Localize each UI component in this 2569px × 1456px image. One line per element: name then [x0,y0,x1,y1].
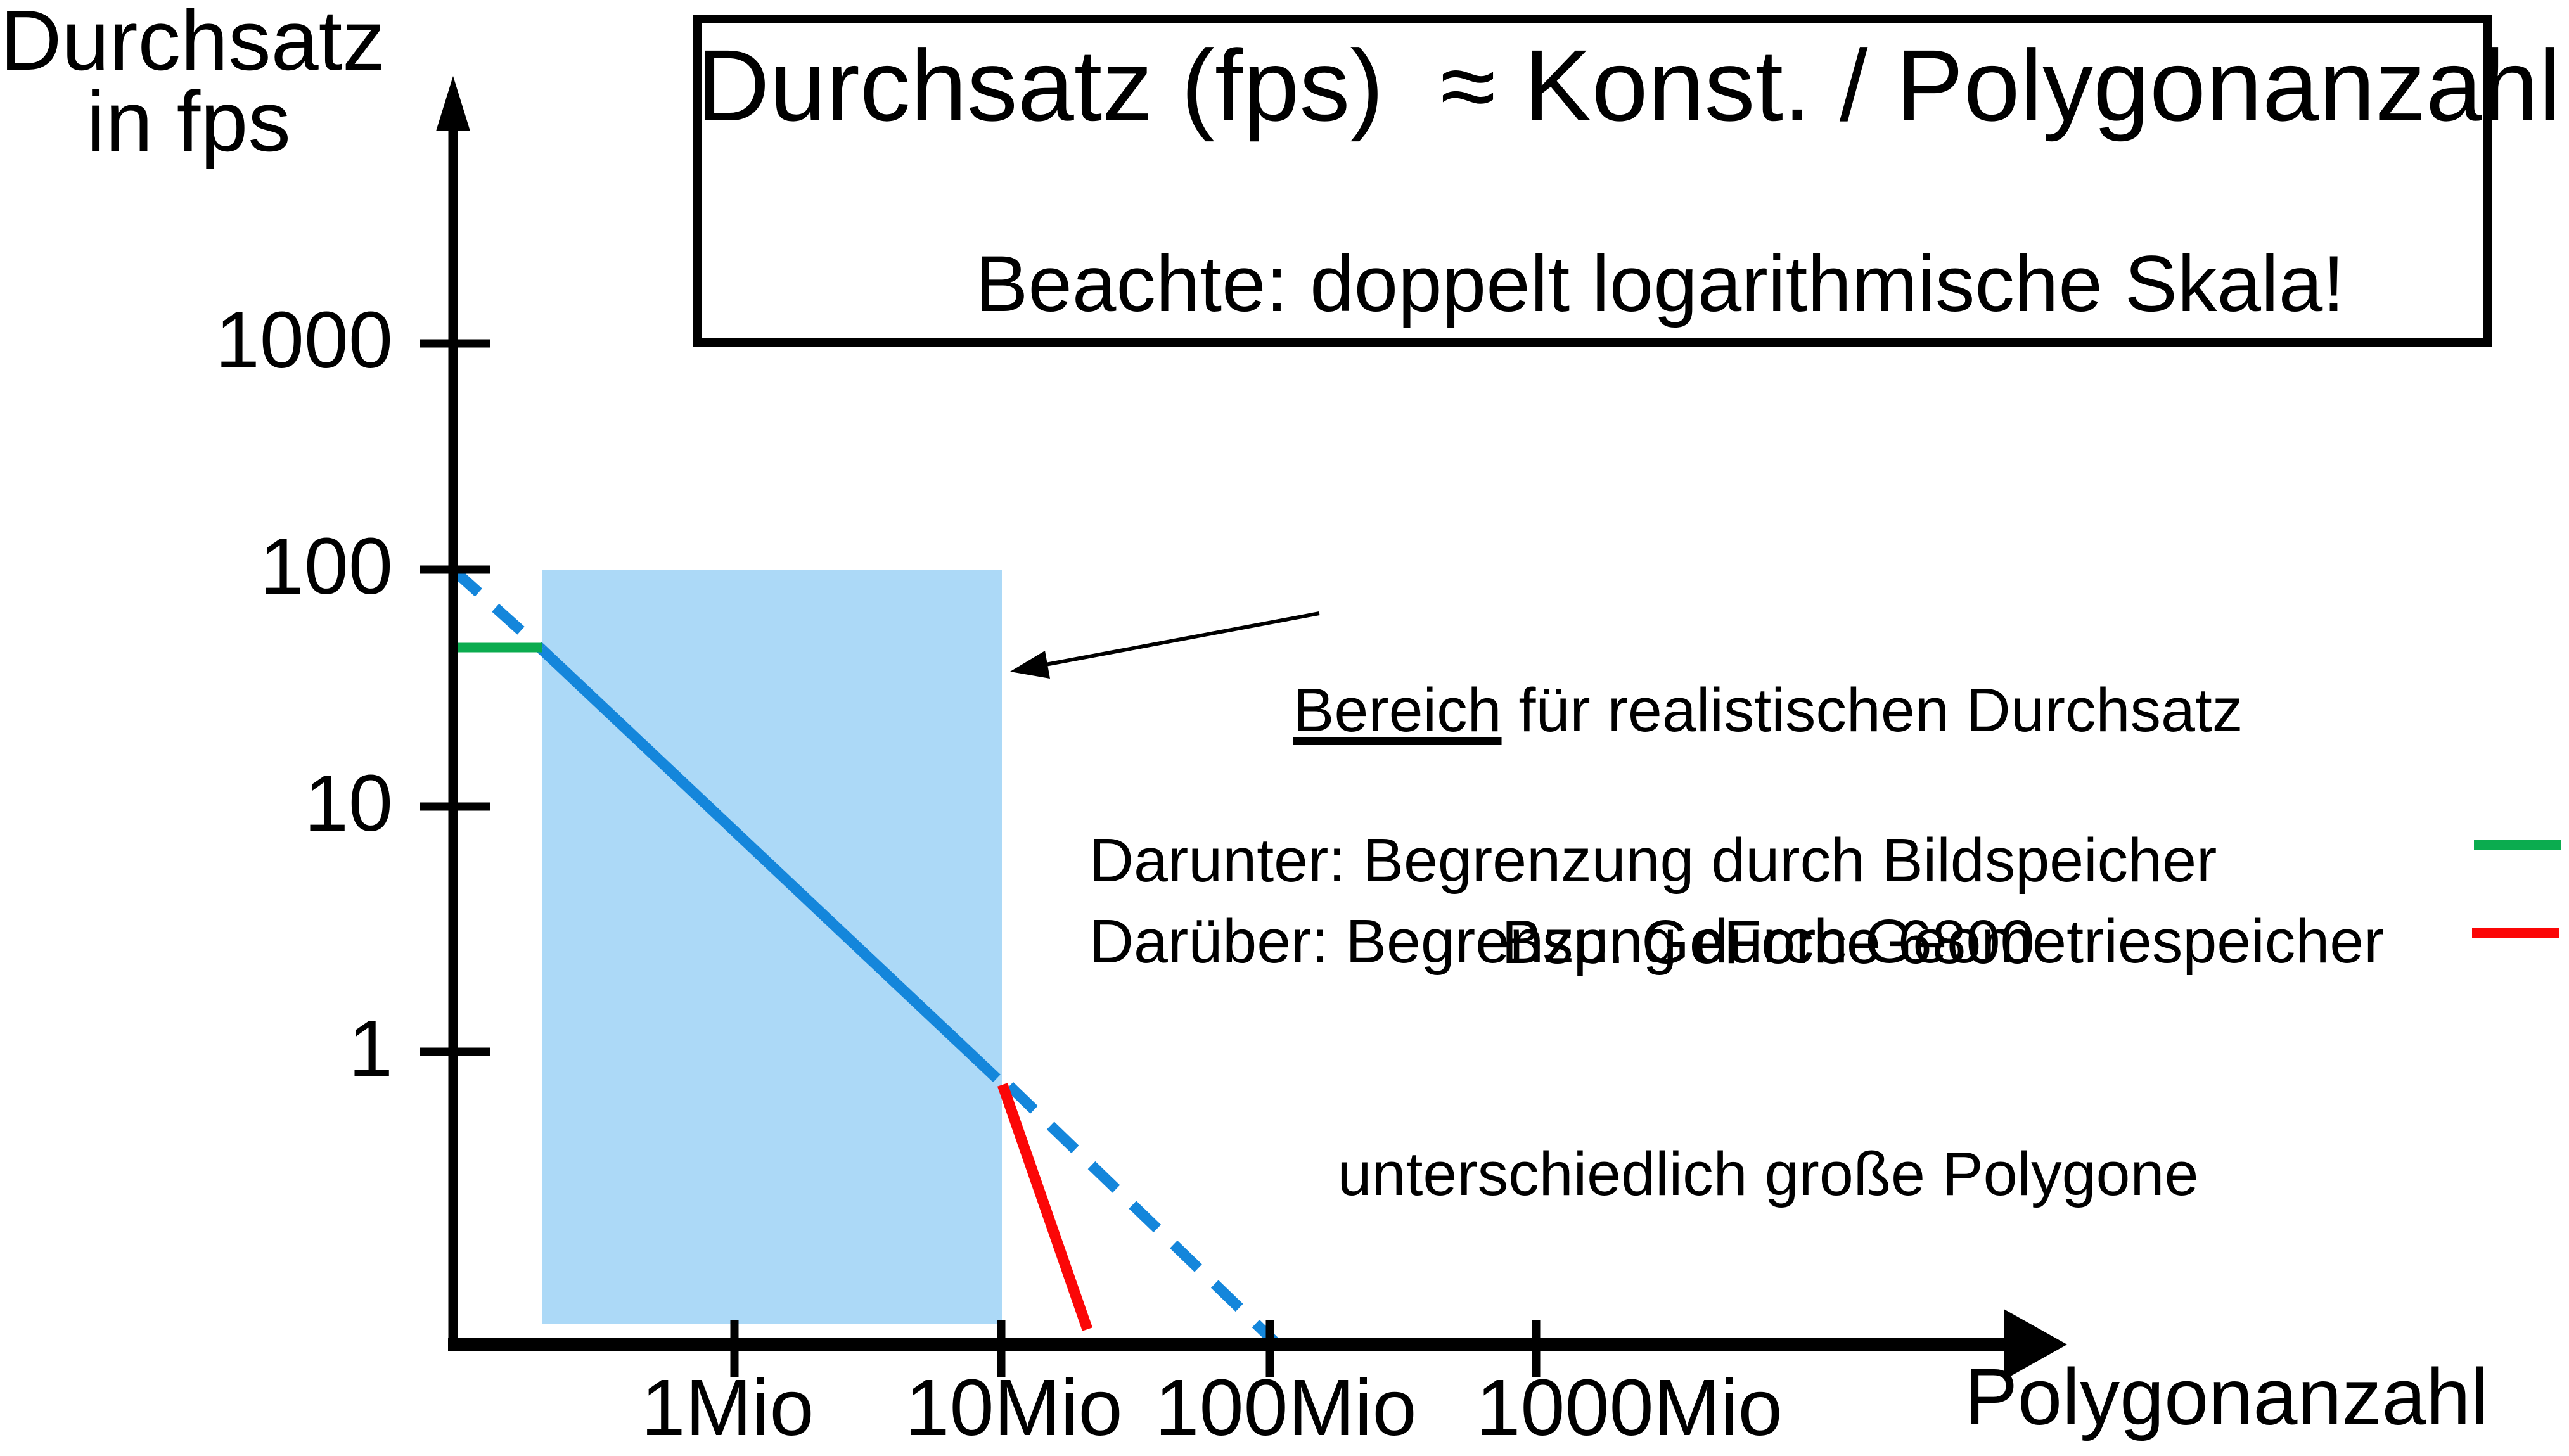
y-tick-label-10: 10 [304,758,393,848]
throughput-line-dashed-lower [1006,1082,1284,1351]
legend-swatch-red [2472,928,2559,938]
y-axis-arrowhead [436,76,470,131]
realistic-region-box [542,570,1002,1324]
formula-note: Beachte: doppelt logarithmische Skala! [975,240,2345,328]
annotation-arrow-line [1045,611,1320,667]
y-axis-title-line1: Durchsatz [0,0,385,88]
legend-label-geometry: Darüber: Begrenzung durch Geometriespeic… [1089,907,2385,976]
x-tick-label-10mio: 10Mio [905,1363,1123,1452]
x-axis-title: Polygonanzahl [1964,1352,2489,1441]
y-tick-label-1: 1 [348,1004,393,1093]
x-tick-label-1000mio: 1000Mio [1476,1363,1783,1452]
x-tick-label-100mio: 100Mio [1155,1363,1417,1452]
geometry-limit-line [997,1083,1093,1331]
x-tick-label-1mio: 1Mio [641,1363,814,1452]
annotation-arrowhead [1010,651,1050,679]
y-axis-title-line2: in fps [86,73,291,170]
legend-label-framebuffer: Darunter: Begrenzung durch Bildspeicher [1089,826,2217,895]
region-annotation: Bereich für realistischen Durchsatz Bsp.… [1286,517,2250,1367]
throughput-line-solid [538,645,1001,1083]
region-annotation-underlined-word: Bereich [1293,675,1502,744]
x-axis-arrowhead [2004,1309,2067,1380]
region-annotation-line1-rest: für realistischen Durchsatz [1501,675,2243,744]
region-annotation-line2: Bsp. GeForce 6800 [1501,907,2035,976]
y-tick-label-1000: 1000 [215,295,393,385]
y-tick-label-100: 100 [259,521,393,611]
y-axis-title: Durchsatz in fps [0,0,385,170]
region-annotation-line3: unterschiedlich große Polygone [1337,1139,2199,1208]
formula-box [693,15,2492,347]
formula-text: Durchsatz (fps) ≈ Konst. / Polygonanzahl [696,29,2561,142]
legend-swatch-green [2474,840,2561,850]
region-annotation-line1: Bereich für realistischen Durchsatz [1286,672,2250,749]
throughput-line-dashed-upper [449,565,546,654]
